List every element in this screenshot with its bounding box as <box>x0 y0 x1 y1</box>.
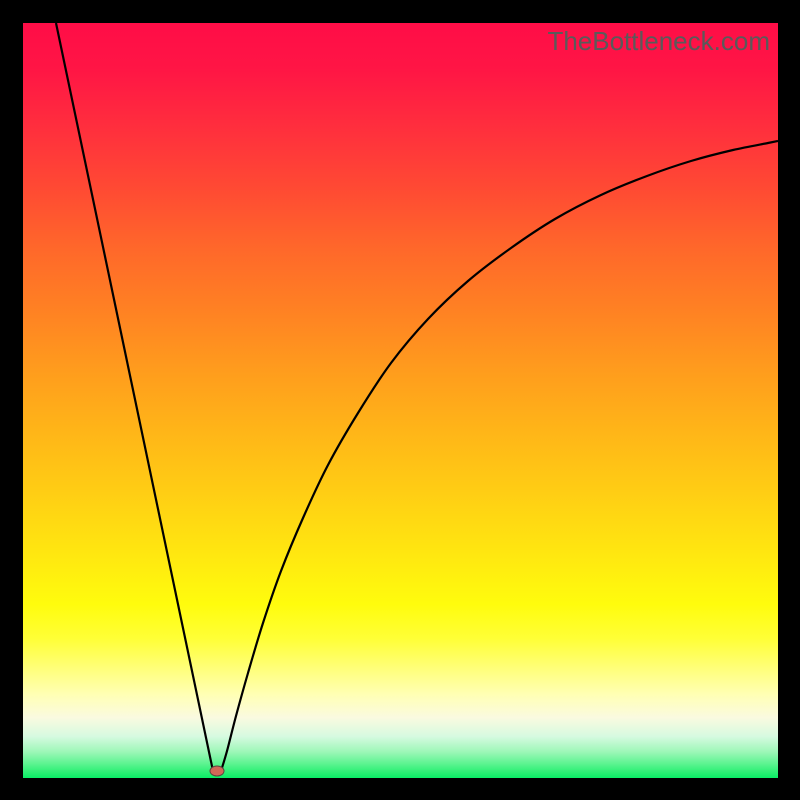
plot-area: TheBottleneck.com <box>23 23 778 778</box>
watermark-text: TheBottleneck.com <box>547 26 770 57</box>
chart-container: TheBottleneck.com <box>0 0 800 800</box>
gradient-background <box>23 23 778 778</box>
